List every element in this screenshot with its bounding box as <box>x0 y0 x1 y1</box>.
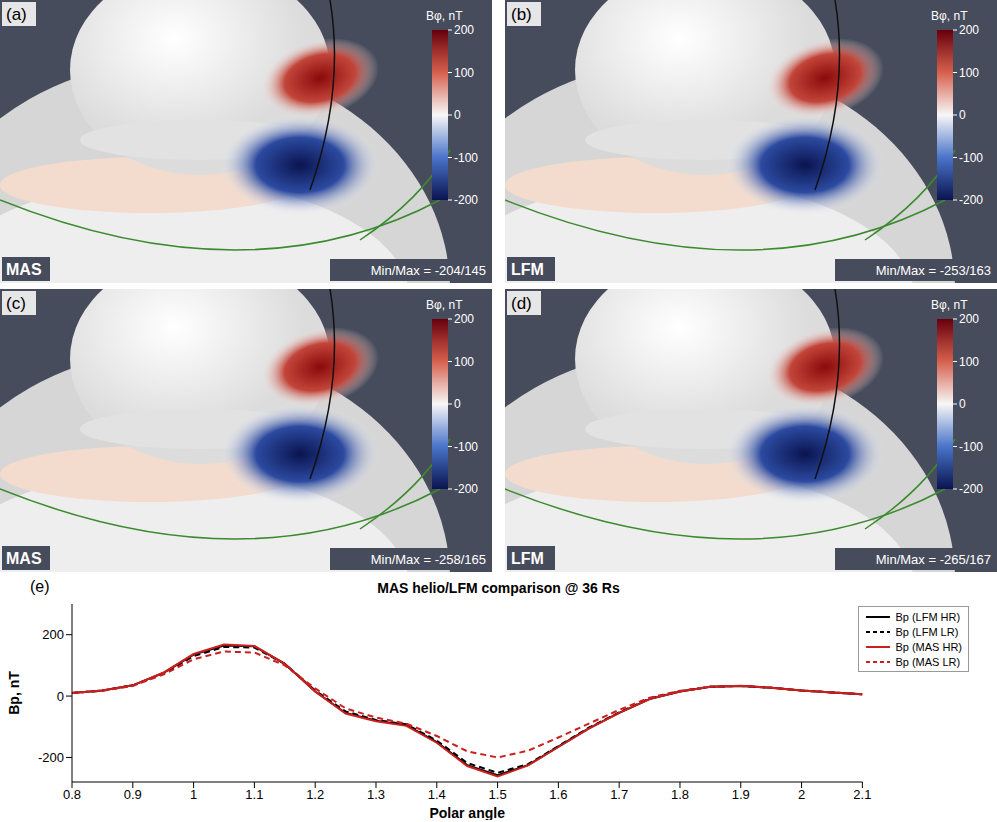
svg-text:2: 2 <box>798 787 805 802</box>
svg-text:100: 100 <box>454 355 474 369</box>
svg-text:-100: -100 <box>959 440 983 454</box>
svg-text:1: 1 <box>190 787 197 802</box>
svg-text:100: 100 <box>959 66 979 80</box>
svg-text:1.9: 1.9 <box>732 787 750 802</box>
svg-text:LFM: LFM <box>511 550 544 567</box>
svg-text:-100: -100 <box>454 151 478 165</box>
svg-text:1.7: 1.7 <box>610 787 628 802</box>
svg-text:Bφ, nT: Bφ, nT <box>931 9 968 23</box>
svg-text:Bφ, nT: Bφ, nT <box>426 298 463 312</box>
svg-text:0: 0 <box>959 108 966 122</box>
html-text:Bp (MAS HR): Bp (MAS HR) <box>895 640 962 653</box>
svg-text:1.3: 1.3 <box>367 787 385 802</box>
svg-text:(d): (d) <box>511 294 532 313</box>
svg-text:Bφ, nT: Bφ, nT <box>426 9 463 23</box>
svg-text:1.2: 1.2 <box>306 787 324 802</box>
svg-text:0: 0 <box>57 689 64 704</box>
svg-text:0.8: 0.8 <box>63 787 81 802</box>
svg-text:Min/Max = -204/145: Min/Max = -204/145 <box>371 263 486 278</box>
svg-text:200: 200 <box>454 23 474 37</box>
svg-text:100: 100 <box>959 355 979 369</box>
svg-text:Polar angle: Polar angle <box>429 805 505 820</box>
svg-text:0: 0 <box>454 108 461 122</box>
svg-text:100: 100 <box>454 66 474 80</box>
svg-text:-100: -100 <box>959 151 983 165</box>
svg-text:2.1: 2.1 <box>853 787 871 802</box>
svg-text:-200: -200 <box>454 482 478 496</box>
svg-text:Min/Max = -265/167: Min/Max = -265/167 <box>876 552 991 567</box>
svg-text:200: 200 <box>959 23 979 37</box>
html-text:Bp (LFM LR): Bp (LFM LR) <box>895 625 959 638</box>
svg-text:(b): (b) <box>511 5 532 24</box>
svg-text:-200: -200 <box>959 482 983 496</box>
svg-text:-200: -200 <box>38 750 64 765</box>
html-text:Bp (MAS LR): Bp (MAS LR) <box>895 655 961 668</box>
svg-text:LFM: LFM <box>511 261 544 278</box>
svg-text:1.6: 1.6 <box>549 787 567 802</box>
svg-text:Bp, nT: Bp, nT <box>6 671 22 715</box>
svg-text:MAS: MAS <box>6 261 42 278</box>
svg-text:1.5: 1.5 <box>489 787 507 802</box>
svg-text:-200: -200 <box>454 193 478 207</box>
svg-text:Min/Max = -258/165: Min/Max = -258/165 <box>371 552 486 567</box>
svg-text:1.1: 1.1 <box>245 787 263 802</box>
html-text:MAS helio/LFM comparison @ 36: MAS helio/LFM comparison @ 36 Rs <box>377 580 620 596</box>
svg-text:1.8: 1.8 <box>671 787 689 802</box>
html-text:(e): (e) <box>30 578 50 595</box>
svg-text:200: 200 <box>454 312 474 326</box>
svg-text:-100: -100 <box>454 440 478 454</box>
svg-text:(c): (c) <box>6 294 26 313</box>
svg-text:MAS: MAS <box>6 550 42 567</box>
svg-text:200: 200 <box>42 627 64 642</box>
svg-text:0.9: 0.9 <box>124 787 142 802</box>
svg-text:0: 0 <box>959 397 966 411</box>
svg-text:1.4: 1.4 <box>428 787 446 802</box>
svg-text:(a): (a) <box>6 5 27 24</box>
svg-text:0: 0 <box>454 397 461 411</box>
svg-text:Bφ, nT: Bφ, nT <box>931 298 968 312</box>
svg-text:-200: -200 <box>959 193 983 207</box>
svg-text:Min/Max = -253/163: Min/Max = -253/163 <box>876 263 991 278</box>
svg-text:200: 200 <box>959 312 979 326</box>
html-text:Bp (LFM HR): Bp (LFM HR) <box>895 610 961 623</box>
